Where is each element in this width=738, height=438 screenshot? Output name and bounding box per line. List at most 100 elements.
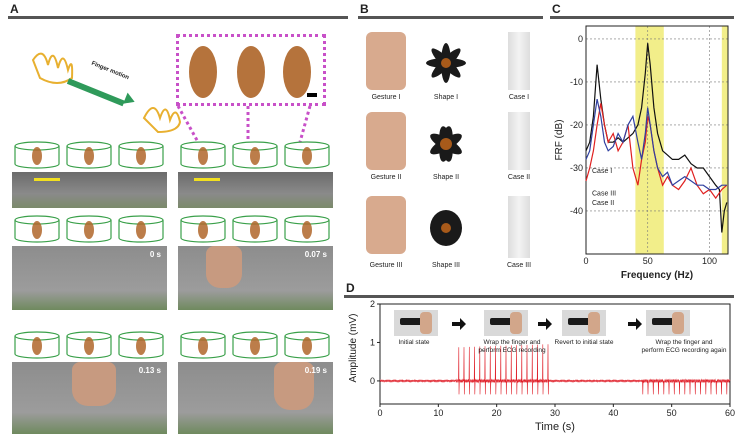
cylinder-body (180, 336, 226, 359)
highlight-band (721, 26, 728, 254)
cylinder-cutout-diagram (284, 141, 330, 169)
gesture-2-photo (366, 112, 406, 170)
caption-text: Initial state (398, 339, 429, 346)
shape-1-label: Shape I (433, 94, 459, 101)
cutout-figure (32, 147, 42, 165)
case-3-photo (508, 196, 530, 258)
panel-b-letter: B (360, 2, 369, 16)
cylinder-cutout-diagram (118, 141, 164, 169)
caption-text: perform ECG recording again (642, 347, 727, 354)
photo-strip-left-2: 0 s (12, 246, 167, 310)
cylinder-cutout-diagram (180, 215, 226, 243)
cylinder-cutout-diagram (14, 331, 60, 359)
open-hand-sketch (31, 52, 74, 84)
photo-strip-left-3: 0.13 s (12, 362, 167, 434)
series-label: Case III (592, 190, 616, 197)
panel-b-rule (358, 16, 543, 19)
gesture-1-label: Gesture I (371, 94, 401, 101)
x-tick-label: 0 (377, 408, 382, 418)
cylinder-cutout-diagram (14, 141, 60, 169)
plot-frame (585, 25, 729, 255)
inset-photo (484, 310, 528, 336)
cutout-figure (198, 221, 208, 239)
x-tick-label: 50 (643, 256, 653, 266)
caption-text: perform ECG recording (478, 347, 546, 354)
cutout-figure (32, 337, 42, 355)
photo-strip-left-1 (12, 172, 167, 208)
y-axis-label: FRF (dB) (554, 119, 565, 160)
cylinder-cutout-diagram (284, 215, 330, 243)
cutout-figure (32, 221, 42, 239)
case-2-photo (508, 112, 530, 170)
cutout-figure (198, 147, 208, 165)
cylinder-cutout-diagram (118, 331, 164, 359)
ecg-chart: 0 10 20 30 40 50 60 0 1 2 Time (s) Amplitude (mV) In… (348, 299, 735, 433)
y-tick-label: -10 (570, 77, 583, 87)
panel-a-rule (8, 16, 348, 19)
y-axis-label: Amplitude (mV) (348, 314, 359, 383)
cutout-figure (250, 147, 260, 165)
shape-1-flower (426, 43, 466, 83)
y-tick-label: 2 (370, 299, 375, 309)
cutout-figure (136, 147, 146, 165)
photo-strip-right-3: 0.19 s (178, 362, 333, 434)
x-tick-label: 30 (550, 408, 560, 418)
shape-3-closed (430, 210, 462, 246)
cylinder-cutout-diagram (66, 215, 112, 243)
cylinder-body (66, 146, 112, 169)
cylinder-cutout-diagram (118, 215, 164, 243)
arrow-head (123, 92, 137, 108)
inset-connectors (176, 105, 312, 143)
x-tick-label: 20 (492, 408, 502, 418)
inset-photo (394, 310, 438, 336)
cylinder-cutout-diagram (66, 141, 112, 169)
series-line (585, 98, 727, 191)
cylinder-cutout-diagram (180, 331, 226, 359)
flow-arrow-icon (628, 318, 642, 330)
cylinder-cutout-diagram (232, 215, 278, 243)
cylinder-body (14, 336, 60, 359)
y-tick-label: -20 (570, 120, 583, 130)
cylinder-cutout-diagram (232, 331, 278, 359)
y-tick-label: 0 (578, 34, 583, 44)
x-tick-label: 40 (608, 408, 618, 418)
cylinder-body (118, 336, 164, 359)
cutout-figure (84, 221, 94, 239)
cutout-figure (84, 337, 94, 355)
photo-strip-right-1 (178, 172, 333, 208)
cylinder-cutout-diagram (180, 141, 226, 169)
cylinder-body (66, 220, 112, 243)
cylinder-body (118, 146, 164, 169)
series-label: Case II (592, 200, 614, 207)
finger (420, 312, 432, 334)
cylinder-body (232, 220, 278, 243)
cutout-figure (84, 147, 94, 165)
panel-c-rule (550, 16, 734, 19)
case-2-label: Case II (507, 174, 531, 181)
cylinder-body (180, 146, 226, 169)
cutout-figure (302, 337, 312, 355)
cylinder-body (284, 336, 330, 359)
closed-hand-sketch (142, 107, 182, 134)
cylinder-body (232, 336, 278, 359)
cylinder-body (14, 220, 60, 243)
cutout-figure (302, 221, 312, 239)
hand-photo (72, 362, 116, 406)
finger-motion-label: Finger motion (90, 60, 130, 82)
x-tick-label: 10 (433, 408, 443, 418)
shape-2-label: Shape II (432, 174, 460, 181)
panel-d-letter: D (346, 281, 355, 295)
x-tick-label: 50 (667, 408, 677, 418)
paper-cutouts-art (189, 46, 317, 98)
frf-chart: Case I Case II Case III 0 50 100 0 -10 -20 -30 -40… (554, 25, 729, 281)
caption-text: Wrap the finger and (656, 339, 713, 346)
case-1-photo (508, 32, 530, 90)
cutout-figure (136, 221, 146, 239)
cutout-figure (250, 221, 260, 239)
y-tick-label: -40 (570, 206, 583, 216)
x-axis-label: Frequency (Hz) (621, 270, 693, 281)
paper-cutout-inset (176, 34, 326, 106)
gesture-2-label: Gesture II (370, 174, 402, 181)
cutout-figure (198, 337, 208, 355)
hand-photo (206, 246, 242, 288)
